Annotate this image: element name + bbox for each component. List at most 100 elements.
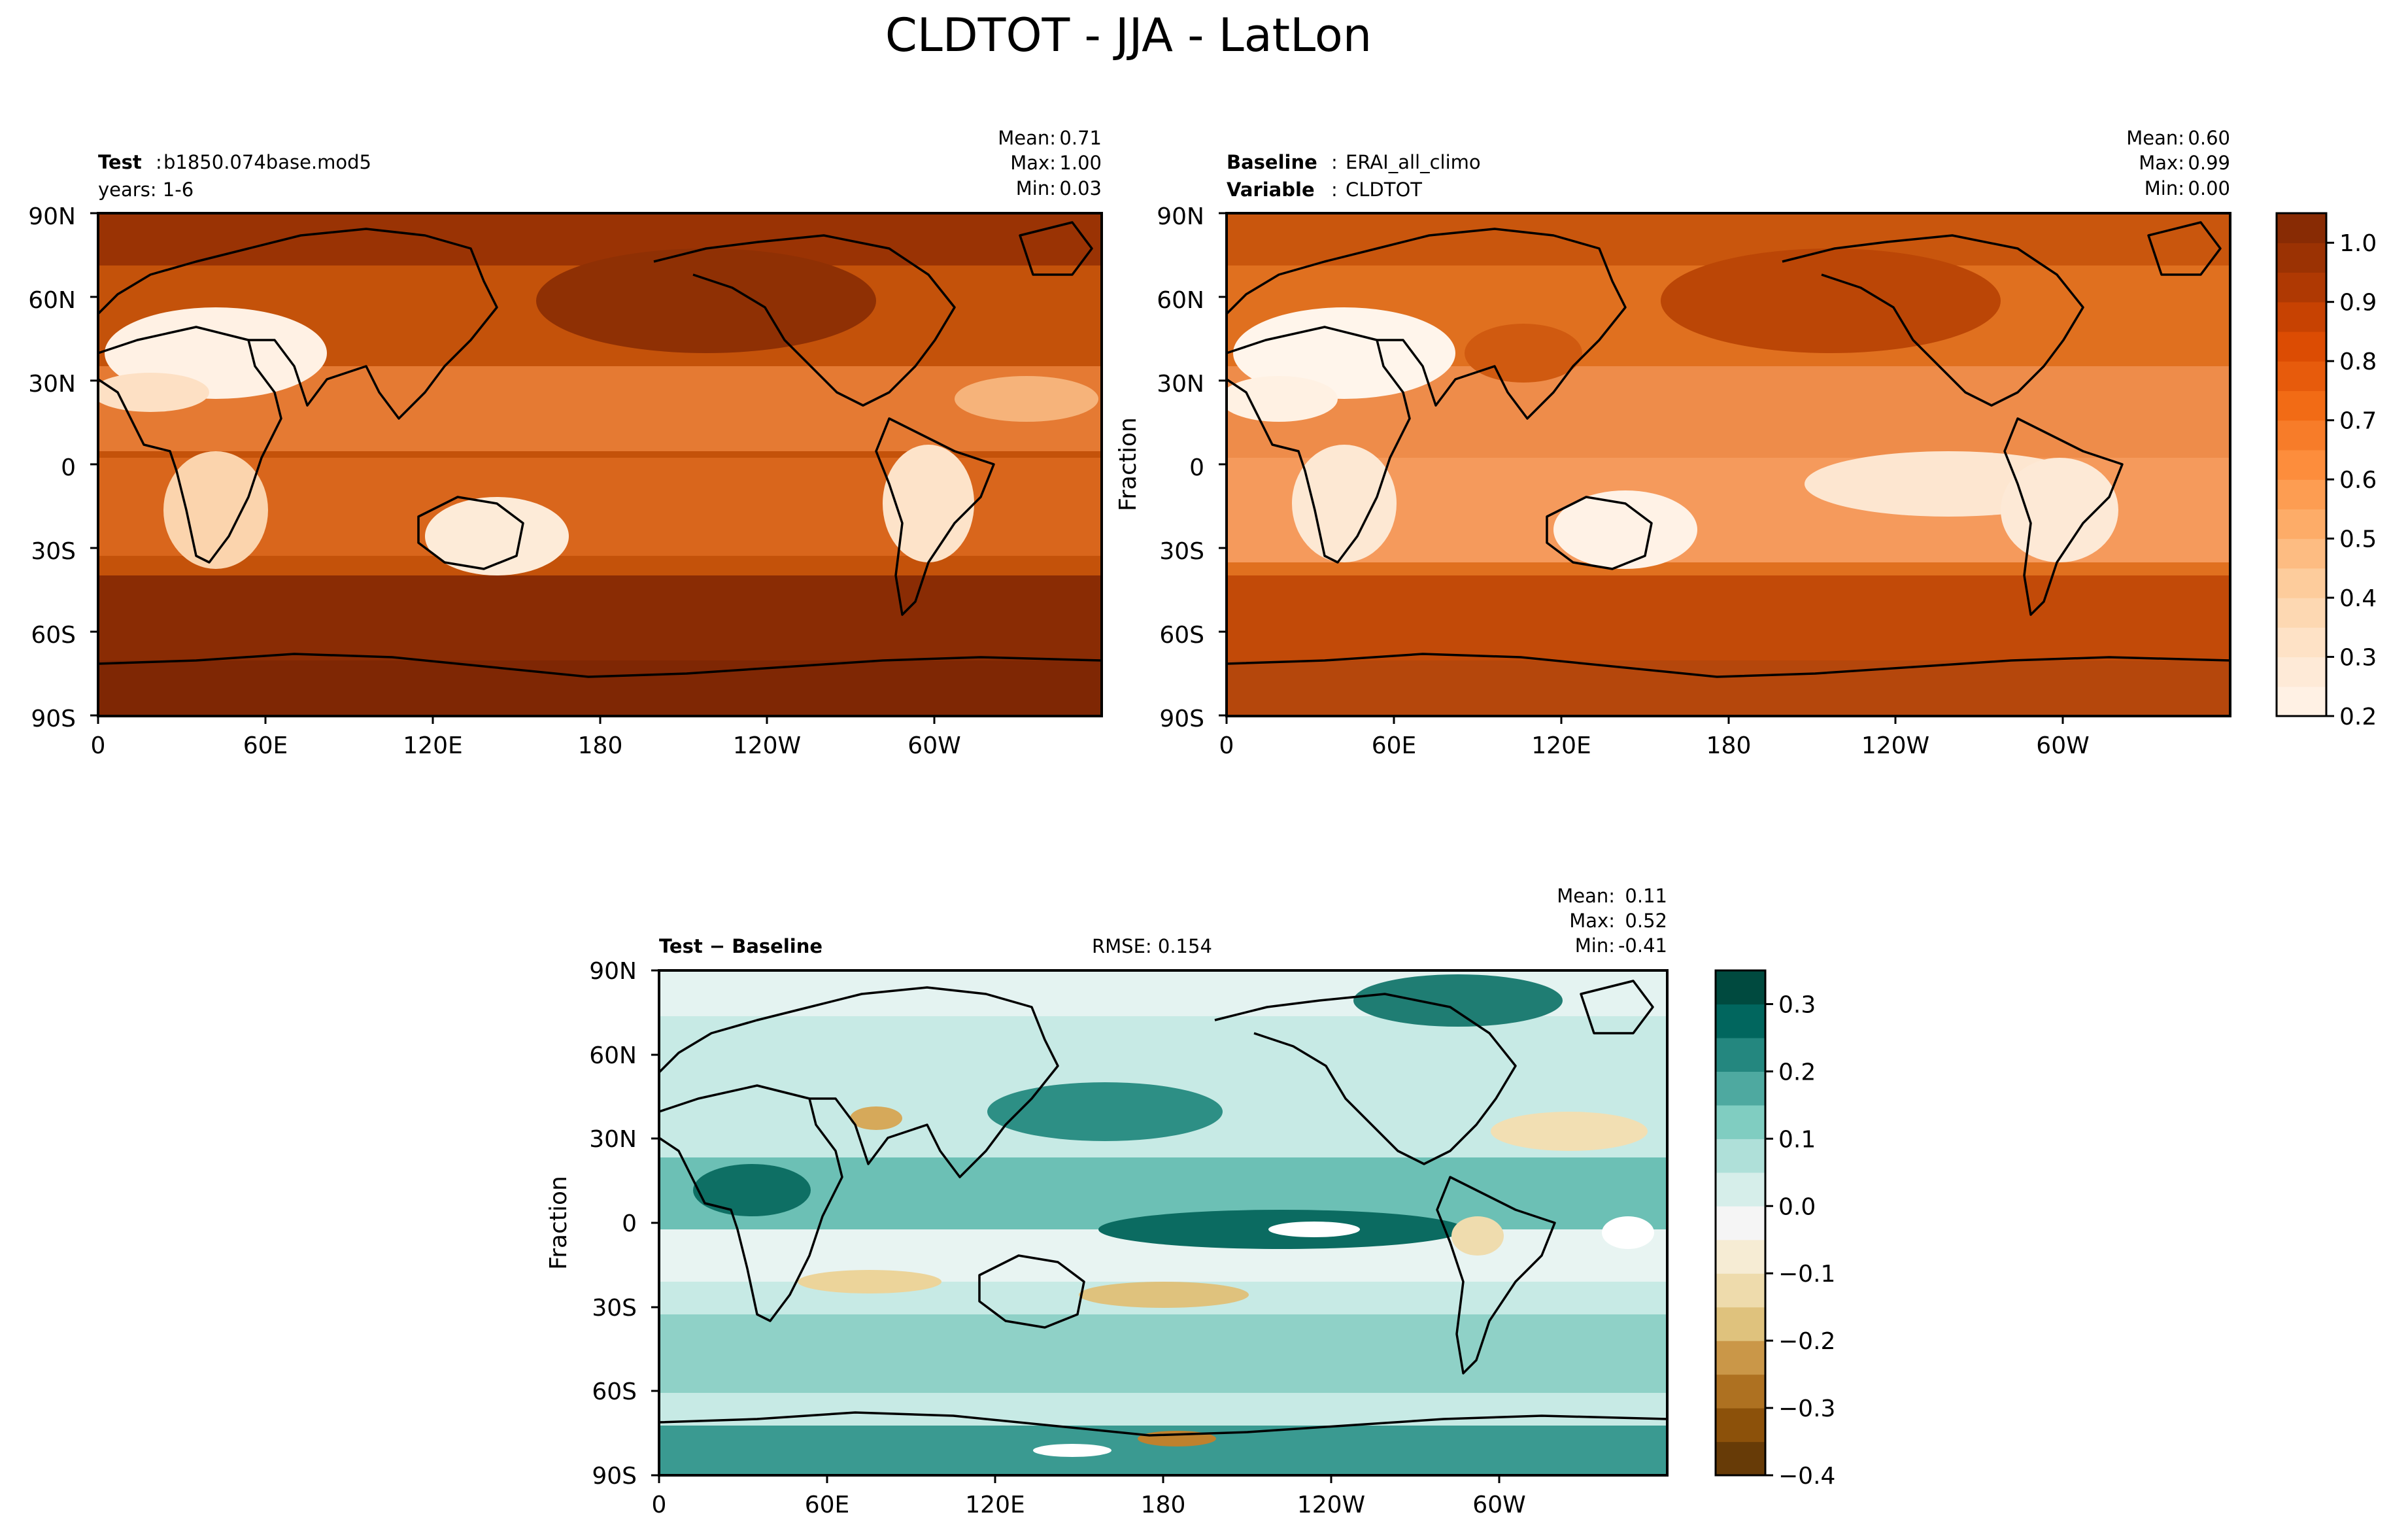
test-arctic-band — [98, 213, 1102, 265]
diff-ylabel: Fraction — [545, 1176, 572, 1270]
cloud-colorbar-tick-label: 1.0 — [2339, 230, 2377, 257]
diff-north-pacific-max — [987, 1082, 1223, 1141]
baseline-ytick-0: 0 — [1189, 454, 1204, 481]
cloud-colorbar-tick-label: 0.5 — [2339, 526, 2377, 553]
test-header-sep: : — [156, 151, 162, 173]
baseline-xtick-0: 0 — [1219, 732, 1234, 759]
diff-xtick-120w: 120W — [1297, 1492, 1365, 1518]
cloud-colorbar-tick-label: 0.9 — [2339, 290, 2377, 317]
diff-coast-antarctica — [658, 1411, 1668, 1437]
test-xtick-120e: 120E — [403, 732, 462, 759]
test-min-label: Min: — [1016, 177, 1056, 199]
test-xtick-60w: 60W — [907, 732, 960, 759]
colorbar-cloud-fraction: 0.2 0.3 0.4 0.5 0.6 0.7 0.8 0.9 1.0 — [2275, 212, 2377, 730]
diff-colorbar-level-0 — [1716, 1441, 1765, 1476]
baseline-xtick-180: 180 — [1706, 732, 1752, 759]
diff-xtick-120e: 120E — [965, 1492, 1025, 1518]
test-mean-label: Mean: — [998, 127, 1056, 149]
diff-amazon-min — [1451, 1216, 1504, 1256]
baseline-coastlines — [1225, 221, 2231, 678]
diff-atlantic-gap — [1602, 1216, 1654, 1249]
diff-asia-min — [850, 1106, 902, 1130]
diff-colorbar-level-5 — [1716, 1273, 1765, 1308]
cloud-colorbar-level-1 — [2277, 657, 2326, 687]
variable-header-sep: : — [1331, 179, 1338, 201]
figure-title: CLDTOT - JJA - LatLon — [885, 9, 1372, 62]
test-map — [98, 213, 1102, 716]
diff-ytick-60s: 60S — [592, 1378, 637, 1405]
diff-colorbar-tick-label: 0.1 — [1778, 1126, 1816, 1153]
cloud-colorbar-level-8 — [2277, 449, 2326, 480]
cloud-colorbar-tick-label: 0.2 — [2339, 704, 2377, 730]
diff-greenland-max — [1353, 974, 1563, 1027]
test-antarctica — [98, 660, 1102, 716]
cloud-colorbar-level-9 — [2277, 420, 2326, 451]
baseline-max-value: 0.99 — [2188, 152, 2230, 174]
diff-ytick-marks — [651, 969, 659, 1477]
test-yticks: 90N 60N 30N 0 30S 60S 90S — [28, 203, 98, 732]
diff-xtick-180: 180 — [1141, 1492, 1186, 1518]
cloud-colorbar-frame — [2275, 212, 2328, 717]
test-xtick-0: 0 — [91, 732, 106, 759]
test-ytick-90s: 90S — [31, 706, 76, 732]
diff-max-value: 0.52 — [1625, 910, 1667, 932]
test-southern-ocean-band — [98, 575, 1102, 674]
diff-coast-south-america — [1436, 1176, 1556, 1375]
diff-ytick-0: 0 — [622, 1210, 637, 1237]
baseline-arctic-band — [1227, 213, 2230, 265]
baseline-yticks: 90N 60N 30N 0 30S 60S 90S — [1157, 203, 1227, 732]
test-atlantic-clear — [98, 373, 209, 412]
test-coastlines — [97, 221, 1102, 678]
cloud-colorbar-level-0 — [2277, 686, 2326, 717]
diff-southern-ocean-band — [659, 1314, 1667, 1393]
baseline-pacific-cloud-deck — [1661, 248, 2001, 353]
diff-colorbar-tick-label: −0.3 — [1778, 1395, 1835, 1422]
panel-difference: Test − Baseline RMSE: 0.154 Mean: 0.11 M… — [545, 885, 1669, 1518]
cloud-colorbar-level-5 — [2277, 538, 2326, 569]
diff-colorbar-tick-label: 0.0 — [1778, 1193, 1816, 1220]
baseline-ytick-90s: 90S — [1159, 706, 1204, 732]
baseline-xtick-120e: 120E — [1531, 732, 1591, 759]
panel-test: Test : b1850.074base.mod5 years: 1-6 Mea… — [28, 127, 1103, 759]
baseline-min-label: Min: — [2145, 177, 2184, 199]
diff-colorbar-level-3 — [1716, 1341, 1765, 1375]
diff-max-label: Max: — [1569, 910, 1615, 932]
cloud-colorbar-tick-label: 0.6 — [2339, 467, 2377, 494]
diff-colorbar-level-2 — [1716, 1374, 1765, 1409]
baseline-ytick-60s: 60S — [1159, 622, 1204, 649]
diff-coast-australia — [978, 1254, 1085, 1329]
test-mean-value: 0.71 — [1059, 127, 1102, 149]
test-ytick-90n: 90N — [28, 203, 76, 230]
test-ytick-60s: 60S — [31, 622, 76, 649]
test-min-value: 0.03 — [1059, 177, 1102, 199]
baseline-ytick-30s: 30S — [1159, 538, 1204, 565]
diff-colorbar-level-1 — [1716, 1408, 1765, 1443]
baseline-atlantic-clear — [1227, 376, 1338, 422]
diff-colorbar-level-11 — [1716, 1071, 1765, 1106]
baseline-ytick-30n: 30N — [1157, 371, 1204, 398]
diff-coast-eurasia — [658, 986, 1059, 1178]
baseline-coast-south-america — [2003, 417, 2124, 616]
test-coast-australia — [417, 496, 524, 570]
diff-yticks: 90N 60N 30N 0 30S 60S 90S — [589, 958, 659, 1490]
test-ne-pacific-clear — [955, 376, 1098, 422]
diff-xticks: 0 60E 120E 180 120W 60W — [652, 1475, 1526, 1518]
baseline-coast-antarctica — [1226, 653, 2231, 678]
panel-baseline: Baseline : ERAI_all_climo Variable : CLD… — [1115, 127, 2231, 759]
diff-south-pacific-min — [1079, 1282, 1249, 1308]
diff-colorbar-level-13 — [1716, 1004, 1765, 1038]
cloud-colorbar-level-4 — [2277, 568, 2326, 598]
baseline-coast-greenland — [2147, 221, 2222, 276]
baseline-xtick-60e: 60E — [1372, 732, 1417, 759]
baseline-peru-clear — [2001, 458, 2118, 562]
baseline-xtick-60w: 60W — [2036, 732, 2089, 759]
test-ytick-30n: 30N — [28, 371, 76, 398]
test-header-years: years: 1-6 — [98, 179, 194, 201]
cloud-colorbar-level-7 — [2277, 479, 2326, 509]
variable-header-label: Variable — [1227, 179, 1315, 201]
baseline-header-sep: : — [1331, 151, 1338, 173]
test-xtick-180: 180 — [578, 732, 623, 759]
test-coast-antarctica — [97, 653, 1102, 678]
cloud-colorbar-level-10 — [2277, 390, 2326, 421]
